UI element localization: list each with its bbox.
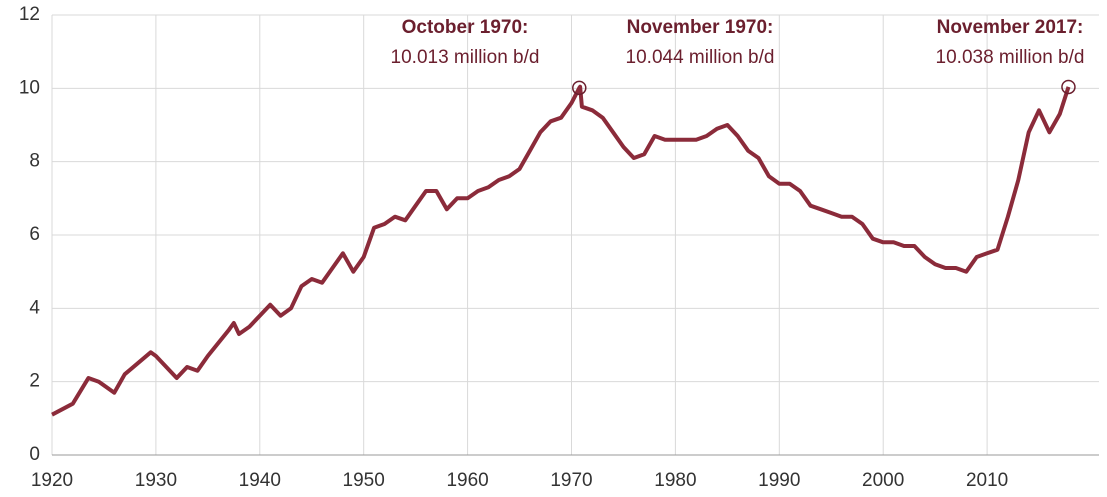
x-tick-label: 1990 — [758, 470, 800, 491]
annotation-title: November 2017: — [937, 17, 1084, 38]
annotation-text: 10.038 million b/d — [936, 47, 1085, 68]
x-tick-label: 1940 — [239, 470, 281, 491]
annotation-text: 10.013 million b/d — [391, 47, 540, 68]
annotation-title: October 1970: — [402, 17, 529, 38]
y-tick-label: 12 — [19, 4, 40, 25]
x-tick-label: 1920 — [31, 470, 73, 491]
y-tick-label: 6 — [29, 224, 40, 245]
annotation-title: November 1970: — [627, 17, 774, 38]
x-tick-label: 1960 — [446, 470, 488, 491]
x-tick-label: 1950 — [343, 470, 385, 491]
annotation-marker — [572, 80, 587, 96]
x-tick-label: 1970 — [550, 470, 592, 491]
x-tick-label: 1980 — [654, 470, 696, 491]
annotation-marker — [1061, 79, 1076, 95]
y-tick-label: 8 — [29, 151, 40, 172]
y-tick-label: 2 — [29, 371, 40, 392]
x-tick-label: 2000 — [862, 470, 904, 491]
y-tick-label: 10 — [19, 77, 40, 98]
x-tick-label: 2010 — [966, 470, 1008, 491]
y-tick-label: 4 — [29, 297, 40, 318]
y-tick-label: 0 — [29, 444, 40, 465]
x-tick-label: 1930 — [135, 470, 177, 491]
annotation-text: 10.044 million b/d — [626, 47, 775, 68]
line — [51, 84, 1071, 417]
